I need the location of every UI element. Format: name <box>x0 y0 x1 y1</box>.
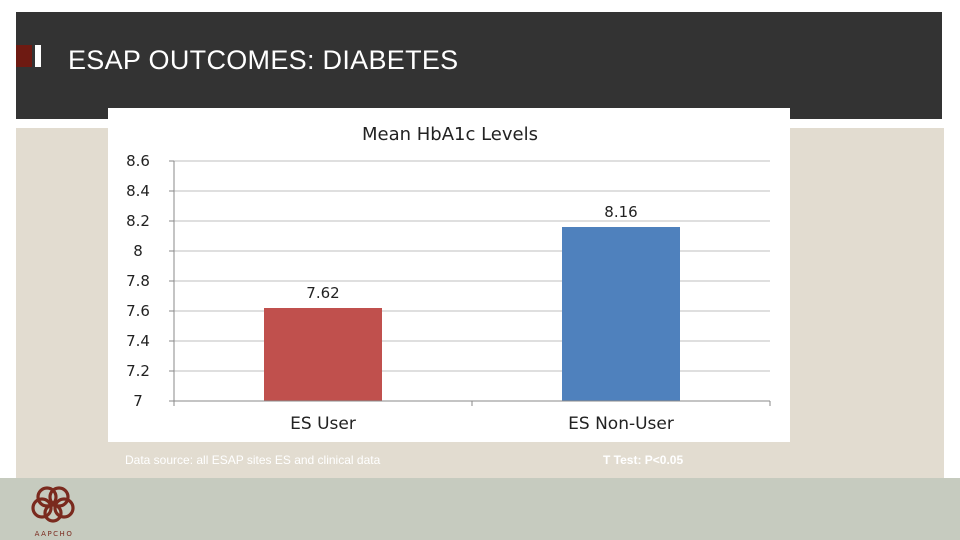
y-tick-label: 8.6 <box>126 152 150 170</box>
y-tick-label: 7.6 <box>126 302 150 320</box>
chart-axes: ES User ES Non-User <box>173 161 771 434</box>
y-tick-label: 7.4 <box>126 332 150 350</box>
y-tick-label: 7 <box>133 392 143 410</box>
data-label: 7.62 <box>306 284 339 302</box>
data-source-note: Data source: all ESAP sites ES and clini… <box>125 453 381 467</box>
y-tick-label: 7.8 <box>126 272 150 290</box>
x-category-label: ES User <box>290 414 356 434</box>
chart-title: Mean HbA1c Levels <box>362 124 538 145</box>
bar <box>562 227 680 401</box>
chart-gridlines <box>174 160 770 372</box>
header-accent-tick <box>35 45 41 67</box>
y-tick-label: 8 <box>133 242 143 260</box>
logo-wordmark: AAPCHO <box>35 530 74 538</box>
bar <box>264 308 382 401</box>
y-tick-label: 8.2 <box>126 212 150 230</box>
x-category-label: ES Non-User <box>568 414 674 434</box>
y-tick-label: 8.4 <box>126 182 150 200</box>
aapcho-logo-icon: AAPCHO <box>31 486 75 538</box>
y-axis-ticks: 7 7.2 7.4 7.6 7.8 8 8.2 8.4 8.6 <box>126 152 174 410</box>
header-accent-bar <box>16 45 32 67</box>
data-label: 8.16 <box>604 203 637 221</box>
chart-bars: 7.62 8.16 <box>264 203 680 401</box>
chart-container: Mean HbA1c Levels 7 7.2 7.4 7.6 7.8 8 8.2 8.4 8.… <box>108 108 790 442</box>
ttest-note: T Test: P<0.05 <box>603 453 684 467</box>
slide-title: ESAP OUTCOMES: DIABETES <box>68 45 459 75</box>
slide-header: ESAP OUTCOMES: DIABETES <box>16 12 942 119</box>
bar-chart: Mean HbA1c Levels 7 7.2 7.4 7.6 7.8 8 8.2 8.4 8.… <box>126 124 771 434</box>
slide-footer <box>0 478 960 540</box>
y-tick-label: 7.2 <box>126 362 150 380</box>
